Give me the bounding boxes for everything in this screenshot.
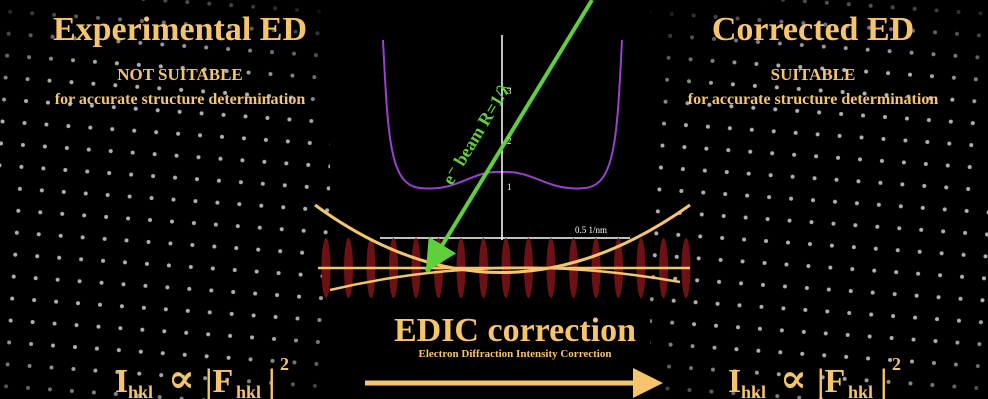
correction-subtitle: Electron Diffraction Intensity Correctio…	[419, 348, 612, 360]
formula-index: hkl	[741, 382, 766, 399]
formula-amplitude: |F	[205, 363, 233, 399]
formula-index: hkl	[848, 382, 873, 399]
formula-relation: ∝	[168, 356, 195, 399]
formula-intensity: I	[728, 363, 741, 399]
formula-index: hkl	[236, 382, 261, 399]
figure: Experimental ED NOT SUITABLE for accurat…	[0, 0, 988, 399]
experimental-pattern	[0, 0, 330, 399]
correction-title: EDIC correction	[394, 312, 636, 349]
formula-index: hkl	[128, 382, 153, 399]
left-note: for accurate structure determination	[55, 91, 306, 108]
right-title: Corrected ED	[712, 11, 914, 48]
right-status: SUITABLE	[771, 65, 856, 84]
formula-power: 2	[892, 354, 901, 374]
axis-tick-label: 1	[507, 182, 512, 192]
axis-tick-label: 3	[507, 86, 512, 96]
axis-tick-label: 2	[507, 136, 512, 146]
formula-intensity: I	[115, 363, 128, 399]
corrected-pattern	[650, 0, 988, 399]
formula-relation: ∝	[780, 356, 807, 399]
right-note: for accurate structure determination	[688, 91, 939, 108]
left-title: Experimental ED	[53, 11, 307, 48]
beam-point	[425, 266, 431, 272]
scale-label: 0.5 1/nm	[575, 225, 607, 235]
formula-power: 2	[280, 354, 289, 374]
formula-bar: |	[880, 363, 888, 399]
formula-amplitude: |F	[817, 363, 845, 399]
left-status: NOT SUITABLE	[117, 65, 243, 84]
formula-bar: |	[268, 363, 276, 399]
